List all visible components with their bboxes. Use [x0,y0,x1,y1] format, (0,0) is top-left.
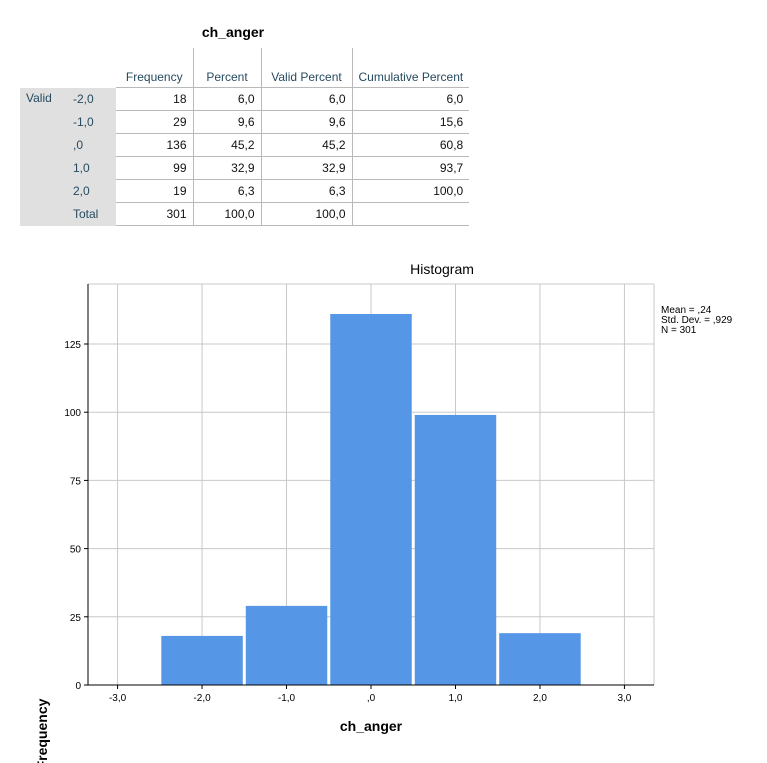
cell-valid-percent: 6,0 [260,87,352,111]
header-percent: Percent [192,48,261,88]
y-tick-label: 25 [70,613,82,624]
table-row: Total 301 100,0 100,0 [20,202,470,226]
cell-valid-percent: 100,0 [260,202,352,226]
x-tick-label: -2,0 [193,693,211,704]
cell-percent: 100,0 [192,202,261,226]
histogram-bar [330,314,412,685]
cell-percent: 9,6 [192,110,261,134]
header-corner [20,48,67,88]
histogram-bar [245,605,328,685]
header-frequency: Frequency [116,48,193,88]
cell-frequency: 29 [116,110,193,134]
table-row: Valid -2,0 18 6,0 6,0 6,0 [20,87,470,226]
chart-title: Histogram [410,261,474,277]
row-group-label: Valid [20,87,67,226]
table-row: ,0 136 45,2 45,2 60,8 [20,133,470,157]
y-tick-label: 0 [75,681,81,692]
header-cumulative-percent: Cumulative Percent [351,48,470,88]
cell-percent: 6,3 [192,179,261,203]
cell-frequency: 99 [116,156,193,180]
y-axis-label: Frequency [34,698,50,763]
cell-valid-percent: 6,3 [260,179,352,203]
histogram-bar [414,414,497,685]
row-label: -2,0 [67,87,116,111]
cell-frequency: 19 [116,179,193,203]
table-row: 1,0 99 32,9 32,9 93,7 [20,156,470,180]
cell-frequency: 301 [116,202,193,226]
y-tick-label: 75 [70,476,82,487]
cell-cumulative-percent: 100,0 [351,179,470,203]
frequency-table: Frequency Percent Valid Percent Cumulati… [20,48,470,226]
histogram-bar [161,635,243,685]
row-label: ,0 [67,133,116,157]
table-row: 2,0 19 6,3 6,3 100,0 [20,179,470,203]
cell-percent: 6,0 [192,87,261,111]
header-corner [67,48,116,88]
x-tick-label: 1,0 [449,693,463,704]
stat-line: Std. Dev. = ,929 [661,315,733,326]
cell-percent: 32,9 [192,156,261,180]
x-tick-label: ,0 [367,693,376,704]
cell-frequency: 136 [116,133,193,157]
table-row: -1,0 29 9,6 9,6 15,6 [20,110,470,134]
cell-valid-percent: 9,6 [260,110,352,134]
y-tick-label: 100 [64,408,81,419]
frequency-table-body: Frequency Percent Valid Percent Cumulati… [20,48,470,226]
cell-frequency: 18 [116,87,193,111]
histogram-bar [499,633,581,685]
x-tick-label: 3,0 [617,693,631,704]
cell-cumulative-percent [351,202,470,226]
y-tick-label: 125 [64,340,81,351]
x-tick-label: -3,0 [109,693,127,704]
bars [161,314,581,685]
row-label: Total [67,202,116,226]
header-valid-percent: Valid Percent [260,48,352,88]
cell-cumulative-percent: 93,7 [351,156,470,180]
table-header-row: Frequency Percent Valid Percent Cumulati… [20,48,470,88]
x-tick-label: 2,0 [533,693,547,704]
y-tick-label: 50 [70,545,82,556]
cell-percent: 45,2 [192,133,261,157]
x-axis-label: ch_anger [340,718,403,734]
histogram-chart: Histogram -3,0 -2,0 -1,0 ,0 1,0 2,0 3,0 0 25 50 75… [34,261,733,763]
axes: -3,0 -2,0 -1,0 ,0 1,0 2,0 3,0 0 25 50 75 100 125 [64,284,654,704]
cell-valid-percent: 45,2 [260,133,352,157]
x-tick-label: -1,0 [278,693,296,704]
cell-cumulative-percent: 6,0 [351,87,470,111]
stat-line: Mean = ,24 [661,305,712,316]
stat-line: N = 301 [661,325,697,336]
row-label: -1,0 [67,110,116,134]
cell-valid-percent: 32,9 [260,156,352,180]
table-title: ch_anger [201,24,265,40]
row-label: 2,0 [67,179,116,203]
cell-cumulative-percent: 15,6 [351,110,470,134]
cell-cumulative-percent: 60,8 [351,133,470,157]
row-label: 1,0 [67,156,116,180]
